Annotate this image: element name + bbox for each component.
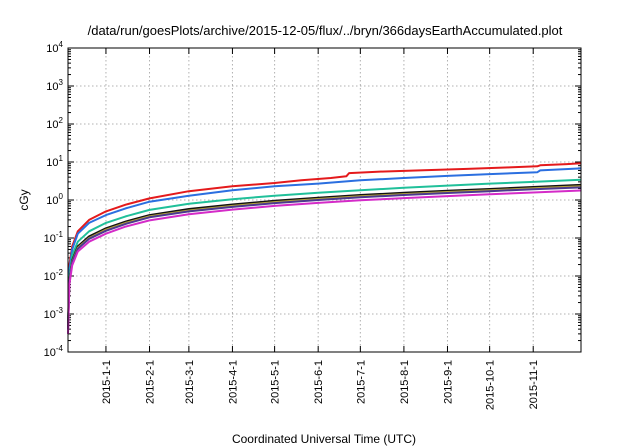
x-tick-label: 2015-1-1 [101,360,113,404]
y-tick-label: 101 [46,154,63,169]
x-tick-label: 2015-10-1 [485,360,497,410]
y-tick-label: 104 [46,40,63,55]
series-group [67,162,582,334]
series-line [67,183,582,330]
x-tick-label: 2015-2-1 [145,360,157,404]
y-tick-label: 10-3 [44,306,64,321]
x-tick-label: 2015-8-1 [399,360,411,404]
chart-title: /data/run/goesPlots/archive/2015-12-05/f… [88,23,563,38]
y-tick-label: 10-4 [44,344,64,359]
x-tick-label: 2015-9-1 [442,360,454,404]
x-tick-label: 2015-7-1 [355,360,367,404]
series-line [67,162,582,330]
plot-frame [67,47,582,353]
x-axis-label: Coordinated Universal Time (UTC) [232,432,416,446]
series-line [67,189,582,334]
y-tick-label: 102 [46,116,63,131]
series-line [67,167,582,330]
x-tick-label: 2015-6-1 [313,360,325,404]
series-line [67,185,582,330]
x-tick-label: 2015-11-1 [528,360,540,409]
x-tick-labels: 2015-1-1 2015-2-1 2015-3-1 2015-4-1 2015-5-1… [101,360,540,410]
y-tick-label: 10-1 [44,230,64,245]
y-axis-label: cGy [17,189,31,210]
y-tick-label: 103 [46,78,63,93]
grid [68,48,581,352]
x-tick-label: 2015-3-1 [184,360,196,404]
series-line [67,186,582,330]
x-tick-label: 2015-4-1 [227,360,239,404]
y-tick-labels: 10-4 10-3 10-2 10-1 100 101 102 103 104 [44,40,64,359]
y-tick-label: 100 [46,192,63,207]
y-tick-label: 10-2 [44,268,64,283]
x-tick-label: 2015-5-1 [270,360,282,404]
series-line [67,178,582,330]
